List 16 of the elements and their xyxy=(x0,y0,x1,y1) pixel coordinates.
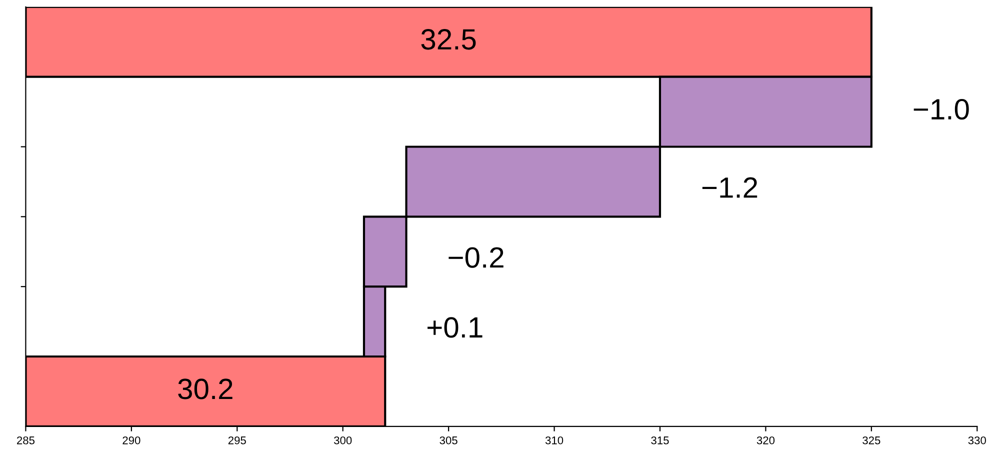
annotation: +0.1 xyxy=(428,317,482,338)
x-tick-label: 315 xyxy=(651,436,669,444)
x-tick-label: 295 xyxy=(228,436,246,444)
annotation: −1.2 xyxy=(702,177,758,198)
x-tick-label: 285 xyxy=(17,436,35,444)
annotation: −1.0 xyxy=(914,98,969,120)
annotation: 32.5 xyxy=(421,29,476,50)
x-tick-label: 290 xyxy=(122,436,140,444)
x-tick-label: 325 xyxy=(862,436,880,444)
x-tick-label: 300 xyxy=(334,436,352,444)
x-tick-label: 305 xyxy=(440,436,458,444)
x-tick-label: 310 xyxy=(545,436,564,444)
x-tick-label: 330 xyxy=(968,436,986,444)
x-tick-label: 320 xyxy=(756,436,775,444)
annotation: 30.2 xyxy=(178,378,232,400)
annotation: −0.2 xyxy=(448,247,504,268)
